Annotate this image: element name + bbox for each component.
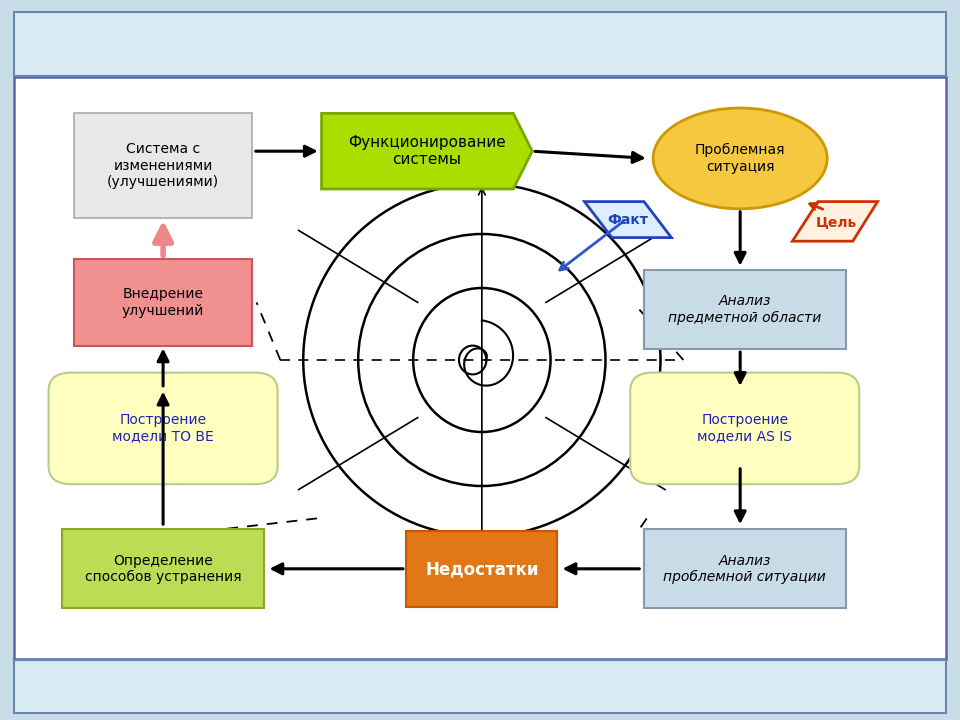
Text: Недостатки: Недостатки xyxy=(425,560,539,577)
Text: Факт: Факт xyxy=(607,212,648,227)
Polygon shape xyxy=(585,202,671,238)
Text: Анализ
предметной области: Анализ предметной области xyxy=(668,294,822,325)
Text: Проблемная
ситуация: Проблемная ситуация xyxy=(695,143,785,174)
FancyBboxPatch shape xyxy=(74,114,252,218)
FancyBboxPatch shape xyxy=(644,529,846,608)
Text: Анализ
проблемной ситуации: Анализ проблемной ситуации xyxy=(663,554,827,584)
Text: Определение
способов устранения: Определение способов устранения xyxy=(84,554,241,584)
Text: Построение
модели ТО ВЕ: Построение модели ТО ВЕ xyxy=(112,413,214,444)
FancyBboxPatch shape xyxy=(49,373,277,484)
FancyBboxPatch shape xyxy=(62,529,264,608)
Text: Построение
модели AS IS: Построение модели AS IS xyxy=(697,413,792,444)
Text: Системный анализ, как инструмент решения проблем: Системный анализ, как инструмент решения… xyxy=(195,33,809,53)
Text: Цель: Цель xyxy=(816,215,857,229)
FancyBboxPatch shape xyxy=(74,259,252,346)
Text: Внедрение
улучшений: Внедрение улучшений xyxy=(122,287,204,318)
Text: Основные понятия: Основные понятия xyxy=(632,678,794,693)
Polygon shape xyxy=(322,114,532,189)
Text: Функционирование
системы: Функционирование системы xyxy=(348,135,506,168)
FancyBboxPatch shape xyxy=(631,373,859,484)
Ellipse shape xyxy=(653,108,828,209)
FancyBboxPatch shape xyxy=(644,270,846,349)
FancyBboxPatch shape xyxy=(406,531,558,606)
Polygon shape xyxy=(792,202,877,241)
Text: Практические аспекты системного анализа: Практические аспекты системного анализа xyxy=(35,678,420,693)
Text: Система с
изменениями
(улучшениями): Система с изменениями (улучшениями) xyxy=(107,143,219,189)
